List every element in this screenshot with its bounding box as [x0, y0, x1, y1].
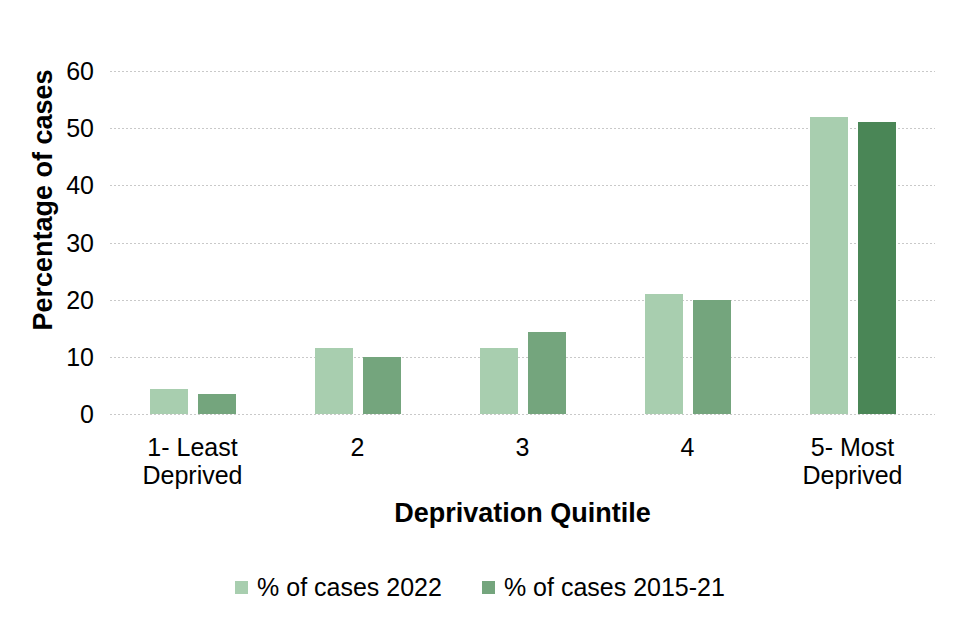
y-tick-label: 40	[0, 172, 94, 198]
bar-series2-group5	[858, 122, 896, 414]
legend-label: % of cases 2022	[257, 573, 442, 602]
bar-series2-group4	[693, 300, 731, 414]
x-tick-label: 2	[275, 433, 440, 461]
legend-swatch-icon	[482, 581, 495, 594]
legend-label: % of cases 2015-21	[504, 573, 725, 602]
y-tick-label: 10	[0, 344, 94, 370]
y-tick-label: 50	[0, 115, 94, 141]
chart: Percentage of cases 0102030405060 1- Lea…	[0, 0, 960, 640]
legend-swatch-icon	[235, 581, 248, 594]
bar-series1-group4	[645, 294, 683, 414]
legend-item: % of cases 2022	[235, 573, 442, 602]
y-tick-label: 20	[0, 287, 94, 313]
x-tick-label: 3	[440, 433, 605, 461]
x-tick-label: 1- Least Deprived	[110, 433, 275, 489]
x-axis-title: Deprivation Quintile	[110, 498, 935, 529]
y-tick-label: 60	[0, 58, 94, 84]
bar-series1-group1	[150, 389, 188, 414]
bar-series2-group3	[528, 332, 566, 414]
x-tick-label: 4	[605, 433, 770, 461]
bar-series1-group3	[480, 348, 518, 414]
legend: % of cases 2022 % of cases 2015-21	[0, 573, 960, 602]
bar-series1-group5	[810, 117, 848, 414]
plot-area	[110, 71, 935, 414]
gridline	[110, 414, 935, 415]
legend-item: % of cases 2015-21	[482, 573, 725, 602]
bar-series1-group2	[315, 348, 353, 414]
x-tick-label: 5- Most Deprived	[770, 433, 935, 489]
gridline	[110, 71, 935, 72]
bar-series2-group2	[363, 357, 401, 414]
y-tick-label: 0	[0, 401, 94, 427]
bar-series2-group1	[198, 394, 236, 414]
y-tick-label: 30	[0, 230, 94, 256]
